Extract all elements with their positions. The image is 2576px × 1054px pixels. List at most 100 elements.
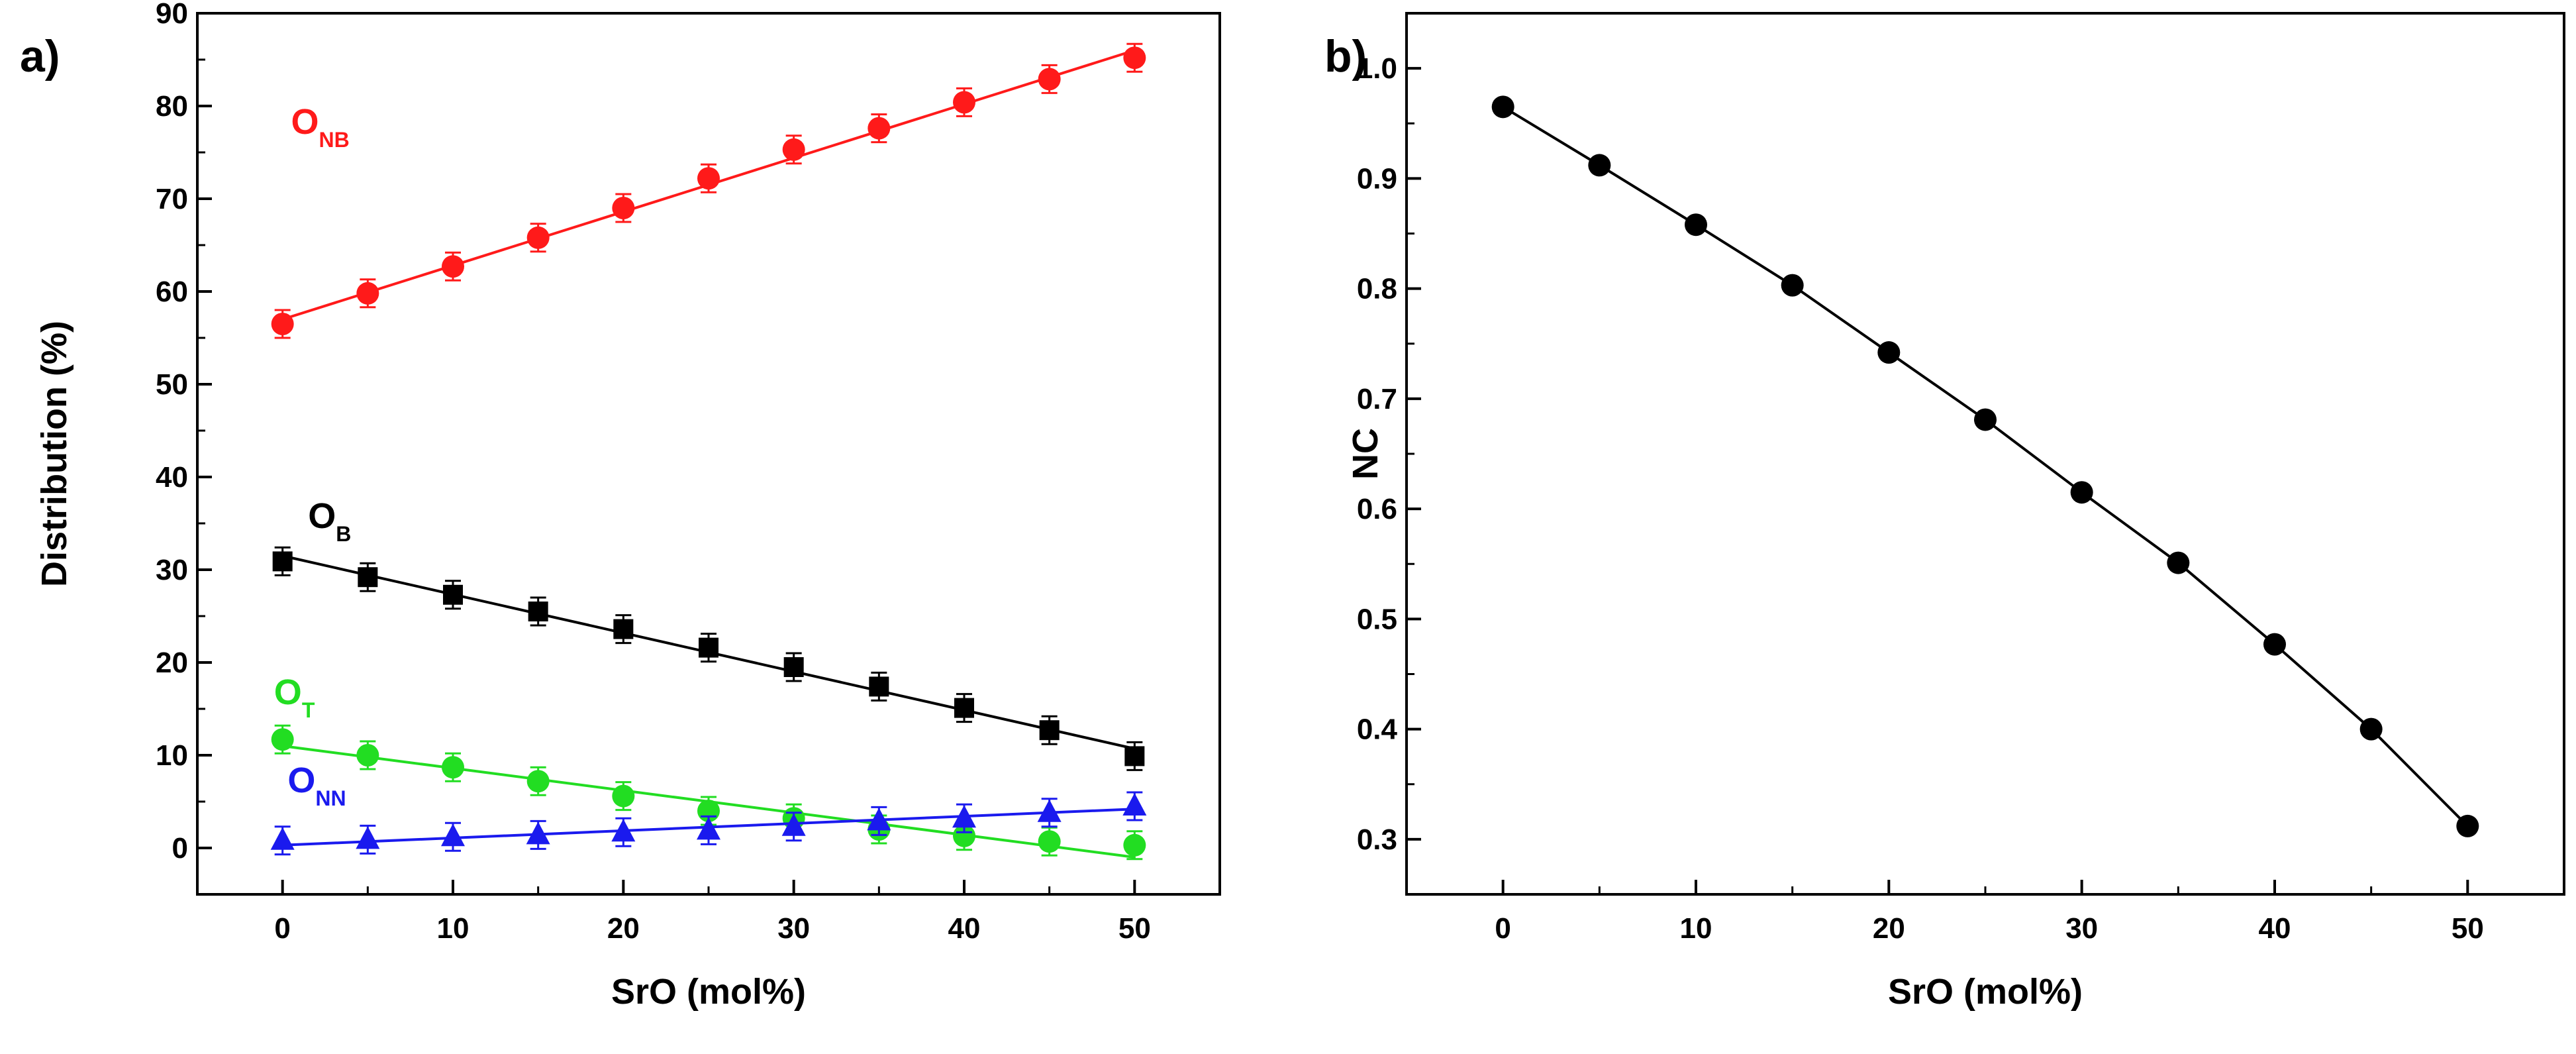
data-point [1123,46,1146,70]
data-point [2359,717,2383,741]
data-point [2456,814,2479,837]
data-point [952,805,976,828]
series-label-main: O [287,761,315,800]
y-tick-label: 90 [156,0,188,30]
y-tick-label: 0.8 [1357,273,1397,305]
y-tick-label: 0.5 [1357,603,1397,635]
series-o-nb: ONB [271,42,1146,339]
data-point [867,117,891,140]
data-point [270,827,295,850]
data-point [1037,799,1062,822]
x-tick-label: 20 [1873,912,1905,945]
y-tick-label: 70 [156,183,188,215]
y-tick-label: 1.0 [1357,52,1397,85]
data-point [1877,341,1901,364]
series-o-b: OB [272,496,1145,771]
data-point [612,784,635,808]
data-point [697,167,720,190]
x-tick-label: 10 [1680,912,1712,945]
series-label-sub: T [302,698,315,722]
panel-b: 0 10 20 30 40 50 0.3 0.4 0.5 0.6 0.7 0.8 0.9 1.0 SrO (… [1324,12,2565,1012]
data-point [954,698,974,718]
x-tick-label: 30 [2065,912,2098,945]
series-label-sub: B [336,522,351,546]
data-point [2070,481,2093,504]
data-point [2167,551,2190,574]
data-point [442,255,464,278]
series-label: OB [308,496,351,546]
x-tick-label: 50 [1118,912,1151,945]
series-label: ONB [291,102,350,152]
data-point [1039,720,1060,741]
data-point [1122,793,1147,816]
y-tick-label: 0.3 [1357,823,1397,856]
series-label-main: O [308,496,336,536]
y-tick-label: 50 [156,368,188,401]
data-point [441,823,465,847]
data-point [356,744,379,766]
data-point [272,551,293,572]
data-point [356,282,379,305]
data-point [867,808,891,831]
y-tick-label: 60 [156,276,188,308]
data-point [356,826,380,849]
data-point [2263,633,2286,656]
data-point [781,813,806,836]
data-point [1124,746,1145,766]
y-tick-label: 20 [156,647,188,679]
y-tick-label: 0.6 [1357,493,1397,525]
data-point [953,91,975,114]
data-point [526,821,550,845]
data-point [953,824,975,847]
x-tick-label: 20 [607,912,640,945]
data-point [442,756,464,779]
data-point [1123,833,1146,857]
series-label: ONN [287,761,346,810]
data-point [443,584,463,605]
data-point [869,676,889,697]
x-tick-label: 40 [2259,912,2291,945]
series-nc [1491,95,2479,837]
data-point [697,817,720,840]
data-point [271,313,294,335]
series-label-main: O [291,102,319,142]
series-label-sub: NN [315,786,346,810]
series-label-sub: NB [319,128,350,152]
data-point [613,619,634,639]
y-tick-label: 0.4 [1357,713,1398,746]
x-tick-label: 0 [1495,912,1511,945]
data-point [358,567,378,588]
x-tick-label: 0 [274,912,290,945]
data-point [1781,274,1804,297]
x-tick-label: 40 [948,912,981,945]
x-tick-label: 50 [2452,912,2484,945]
panel-label: a) [20,31,60,81]
y-tick-label: 40 [156,461,188,494]
y-tick-label: 0.7 [1357,383,1397,415]
y-tick-label: 10 [156,739,188,772]
y-axis-title: NC [1346,428,1385,480]
data-point [1685,213,1707,237]
series-o-nn: ONN [270,761,1147,856]
y-tick-label: 30 [156,554,188,586]
data-point [699,637,718,658]
data-point [1588,154,1611,177]
y-tick-label: 0 [172,832,188,865]
data-point [783,657,804,677]
data-point [1974,408,1997,431]
data-point [1038,830,1061,853]
series-label: OT [274,672,315,722]
x-axis-title: SrO (mol%) [1888,972,2083,1012]
y-tick-label: 0.9 [1357,162,1397,195]
panel-a: 0 10 20 30 40 50 0 10 20 30 40 50 60 70 80 90 SrO (mol%)… [20,0,1221,1012]
data-point [782,138,805,161]
data-point [526,770,550,793]
y-tick-label: 80 [156,90,188,123]
x-tick-label: 30 [777,912,810,945]
data-point [528,602,548,621]
data-point [271,728,294,751]
data-point [611,819,636,842]
data-point [1491,95,1514,119]
data-point [1038,68,1061,91]
